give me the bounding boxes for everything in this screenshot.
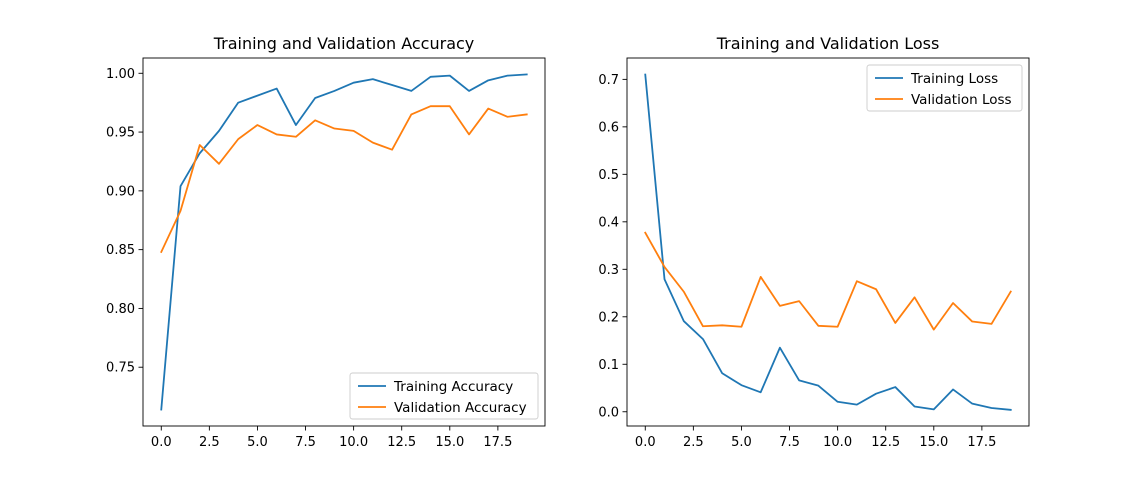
accuracy-chart: Training and Validation Accuracy 0.0 2.5 5.… <box>106 34 546 450</box>
legend-label: Training Accuracy <box>393 379 513 395</box>
y-tick-label: 0.0 <box>598 405 619 420</box>
series-line-validation <box>160 105 528 254</box>
y-tick-label: 1.00 <box>106 67 135 82</box>
x-tick-label: 15.0 <box>435 435 464 450</box>
x-tick-label: 12.5 <box>871 435 900 450</box>
chart-title: Training and Validation Accuracy <box>213 34 475 53</box>
y-tick-label: 0.90 <box>106 184 135 199</box>
y-tick-label: 0.2 <box>598 310 619 325</box>
x-tick-label: 10.0 <box>823 435 852 450</box>
loss-chart: Training and Validation Loss 0.0 2.5 5.0 7.5… <box>598 34 1030 450</box>
x-tick-label: 7.5 <box>779 435 800 450</box>
axes-frame <box>626 57 1030 427</box>
legend: Training Loss Validation Loss <box>866 64 1023 112</box>
y-tick-label: 0.85 <box>106 243 135 258</box>
series-line-validation <box>644 231 1012 331</box>
x-tick-label: 10.0 <box>339 435 368 450</box>
x-tick-label: 0.0 <box>635 435 656 450</box>
chart-title: Training and Validation Loss <box>716 34 940 53</box>
x-tick-label: 5.0 <box>731 435 752 450</box>
legend-label: Training Loss <box>910 71 998 87</box>
axes-frame <box>142 57 546 427</box>
x-tick-label: 2.5 <box>683 435 704 450</box>
x-tick-label: 17.5 <box>483 435 512 450</box>
series-line-training <box>160 73 528 411</box>
legend-box <box>349 372 539 420</box>
y-tick-label: 0.1 <box>598 358 619 373</box>
x-tick-label: 12.5 <box>387 435 416 450</box>
y-tick-label: 0.95 <box>106 126 135 141</box>
legend: Training Accuracy Validation Accuracy <box>349 372 539 420</box>
y-tick-label: 0.6 <box>598 120 619 135</box>
legend-label: Validation Accuracy <box>394 400 527 416</box>
x-tick-label: 0.0 <box>151 435 172 450</box>
y-tick-label: 0.80 <box>106 302 135 317</box>
x-tick-label: 5.0 <box>247 435 268 450</box>
y-tick-label: 0.4 <box>598 215 619 230</box>
y-tick-label: 0.3 <box>598 263 619 278</box>
y-tick-label: 0.75 <box>106 361 135 376</box>
x-tick-label: 7.5 <box>295 435 316 450</box>
series-line-training <box>644 73 1012 411</box>
y-tick-label: 0.5 <box>598 168 619 183</box>
legend-label: Validation Loss <box>911 92 1012 108</box>
x-tick-label: 2.5 <box>199 435 220 450</box>
legend-box <box>866 64 1023 112</box>
x-tick-label: 17.5 <box>967 435 996 450</box>
y-tick-label: 0.7 <box>598 73 619 88</box>
x-tick-label: 15.0 <box>919 435 948 450</box>
